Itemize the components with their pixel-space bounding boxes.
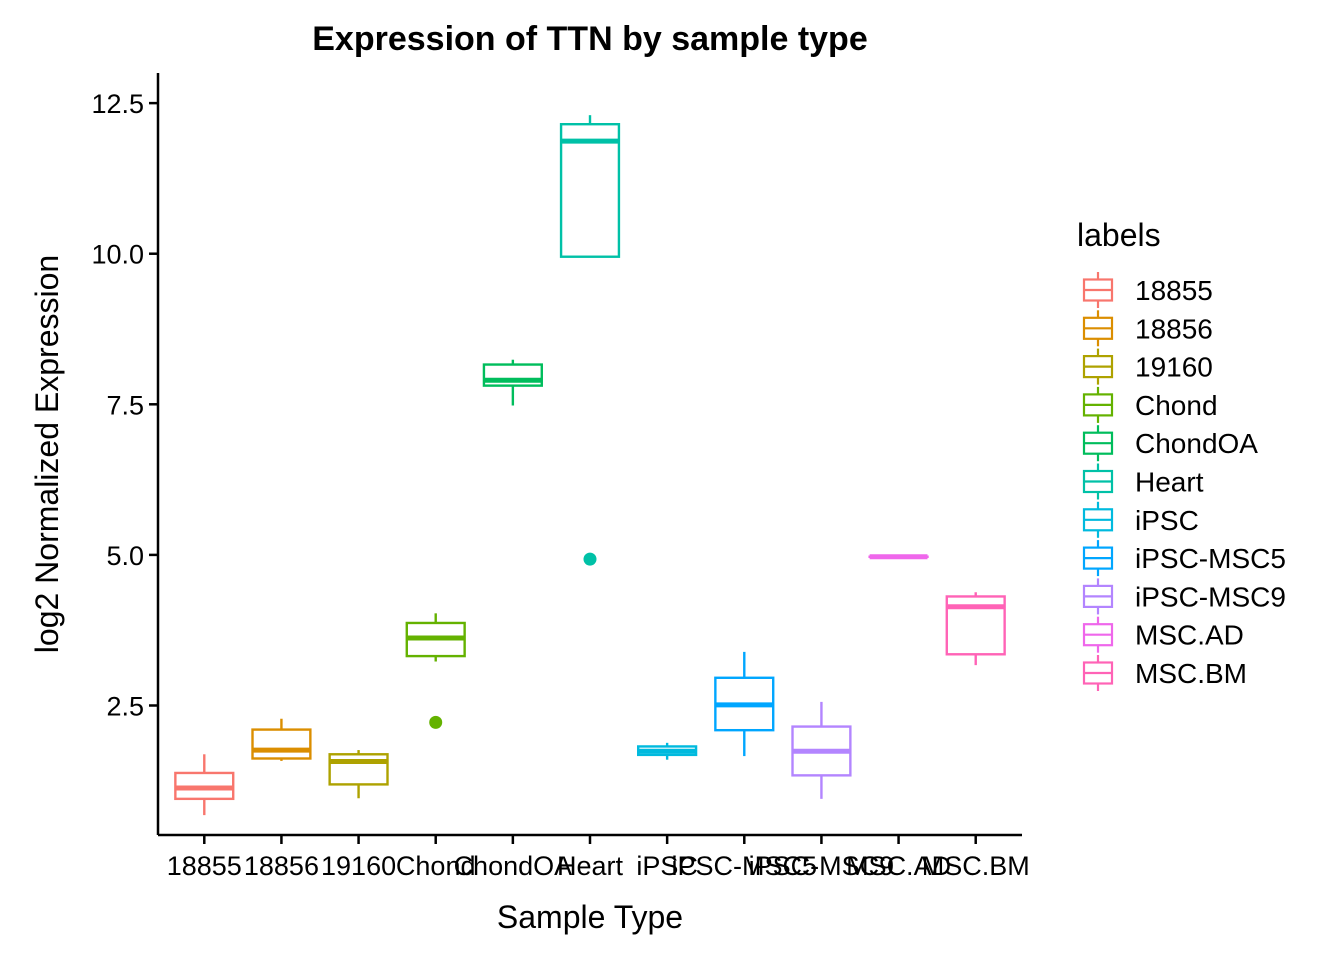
x-tick-label: Heart xyxy=(557,851,624,881)
y-tick-label: 5.0 xyxy=(106,541,144,571)
legend-item-18855: 18855 xyxy=(1082,272,1213,308)
legend-label: iPSC-MSC5 xyxy=(1135,543,1286,574)
x-tick-label: iPSC-MSC9 xyxy=(749,851,895,881)
box-iPSC xyxy=(637,742,698,760)
x-tick-label: iPSC-MSC5 xyxy=(672,851,818,881)
x-tick-label: 19160 xyxy=(321,851,396,881)
legend-item-iPSC-MSC5: iPSC-MSC5 xyxy=(1082,540,1286,577)
box-Chond xyxy=(405,613,466,729)
x-axis-title: Sample Type xyxy=(497,899,683,935)
legend-label: ChondOA xyxy=(1135,428,1258,459)
box-19160 xyxy=(328,750,389,799)
box-iPSC-MSC5 xyxy=(714,651,775,757)
legend: labels 18855 18856 19160 Chond ChondOA Heart i… xyxy=(1077,217,1286,691)
box-iPSC-MSC9 xyxy=(791,701,852,799)
y-tick-label: 10.0 xyxy=(91,240,144,270)
legend-label: 18855 xyxy=(1135,275,1213,306)
legend-item-19160: 19160 xyxy=(1082,348,1213,385)
y-axis-title: log2 Normalized Expression xyxy=(29,255,65,653)
legend-label: Chond xyxy=(1135,390,1218,421)
legend-item-MSC.BM: MSC.BM xyxy=(1082,655,1247,691)
box-ChondOA xyxy=(482,359,543,406)
outlier-point xyxy=(429,715,443,729)
box-body xyxy=(328,753,389,786)
x-tick-label: MSC.BM xyxy=(922,851,1030,881)
box-18856 xyxy=(251,718,312,761)
legend-label: MSC.AD xyxy=(1135,620,1244,651)
y-ticks: 2.5 5.0 7.5 10.0 12.5 xyxy=(91,89,158,721)
chart-title: Expression of TTN by sample type xyxy=(312,20,867,58)
x-tick-label: Chond xyxy=(396,851,476,881)
legend-label: iPSC xyxy=(1135,505,1199,536)
legend-item-Chond: Chond xyxy=(1082,386,1218,423)
y-tick-label: 7.5 xyxy=(106,390,144,420)
legend-items: 18855 18856 19160 Chond ChondOA Heart iPSC iPSC… xyxy=(1082,272,1286,691)
legend-label: Heart xyxy=(1135,467,1204,498)
plot-area xyxy=(174,115,1006,816)
legend-item-iPSC-MSC9: iPSC-MSC9 xyxy=(1082,578,1286,615)
outlier-point xyxy=(583,552,597,566)
box-body xyxy=(559,123,621,258)
legend-item-MSC.AD: MSC.AD xyxy=(1082,616,1244,653)
legend-item-iPSC: iPSC xyxy=(1082,501,1199,538)
legend-label: 19160 xyxy=(1135,352,1213,383)
box-Heart xyxy=(559,115,621,566)
legend-label: iPSC-MSC9 xyxy=(1135,581,1286,612)
legend-item-Heart: Heart xyxy=(1082,463,1204,500)
legend-label: MSC.BM xyxy=(1135,658,1247,689)
x-tick-label: MSC.AD xyxy=(846,851,951,881)
y-tick-label: 12.5 xyxy=(91,89,144,119)
legend-item-18856: 18856 xyxy=(1082,310,1213,347)
x-tick-label: iPSC xyxy=(636,851,698,881)
box-body xyxy=(251,728,312,760)
legend-label: 18856 xyxy=(1135,313,1213,344)
x-tick-label: 18856 xyxy=(244,851,319,881)
x-tick-label: 18855 xyxy=(167,851,242,881)
legend-title: labels xyxy=(1077,217,1161,253)
box-MSC.BM xyxy=(945,592,1006,666)
legend-item-ChondOA: ChondOA xyxy=(1082,425,1258,462)
x-tick-label: ChondOA xyxy=(454,851,573,881)
box-18855 xyxy=(174,754,235,816)
y-tick-label: 2.5 xyxy=(106,691,144,721)
